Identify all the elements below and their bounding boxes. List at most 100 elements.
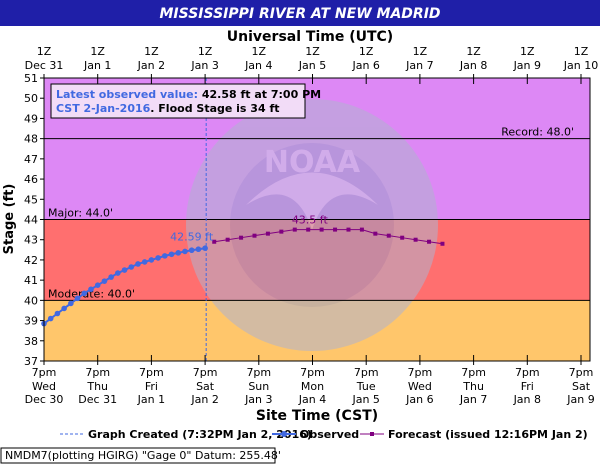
utc-tick-date: Jan 2 [137,59,165,72]
y-tick-label: 49 [24,112,38,125]
utc-tick-hour: 1Z [198,45,213,58]
y-tick-label: 45 [24,193,38,206]
y-tick-label: 38 [24,335,38,348]
utc-tick-hour: 1Z [252,45,267,58]
chart-title: MISSISSIPPI RIVER AT NEW MADRID [159,6,440,22]
info-box-frame [50,83,306,119]
observed-point [128,264,135,270]
forecast-point [373,231,378,236]
cst-tick-date: Jan 7 [459,393,487,406]
utc-tick-hour: 1Z [466,45,481,58]
title-bar [0,0,600,26]
cst-tick-date: Dec 31 [78,393,117,406]
utc-tick-hour: 1Z [90,45,105,58]
y-axis: 37 38 39 40 41 42 43 44 45 46 47 48 49 50 51 [24,72,44,368]
observed-point [162,253,168,259]
utc-tick-date: Jan 8 [459,59,487,72]
y-tick-label: 40 [24,294,38,307]
y-tick-label: 46 [24,173,38,186]
noaa-logo-watermark: NOAA [186,99,438,351]
legend-observed-marker [281,431,287,437]
y-tick-label: 44 [24,214,38,227]
legend-forecast-label: Forecast (issued 12:16PM Jan 2) [388,428,588,441]
cst-tick-date: Jan 8 [513,393,541,406]
cst-tick-weekday: Tue [356,380,376,393]
observed-point [101,278,108,284]
observed-point [88,286,94,293]
observed-point [121,267,128,273]
utc-tick-date: Jan 7 [405,59,433,72]
noaa-gull-shape [246,172,378,230]
utc-tick-hour: 1Z [359,45,374,58]
utc-tick-date: Jan 10 [563,59,598,72]
cst-tick-weekday: Wed [408,380,432,393]
info-box-line-2: CST 2-Jan-2016. Flood Stage is 34 ft [56,102,280,115]
observed-point [54,310,61,317]
threshold-label-0: Record: 48.0' [501,126,574,139]
value-annotation-1: 43.5 ft [292,214,329,227]
forecast-line [214,229,443,245]
forecast-series [212,227,445,246]
cst-tick-weekday: Fri [145,380,158,393]
y-tick-label: 39 [24,315,38,328]
y-tick-label: 43 [24,234,38,247]
y-tick-label: 37 [24,355,38,368]
cst-tick-weekday: Mon [301,380,324,393]
y-tick-label: 50 [24,92,38,105]
legend-forecast-marker [370,432,374,436]
forecast-point [413,237,418,242]
cst-tick-date: Jan 9 [566,393,594,406]
utc-tick-date: Jan 1 [83,59,111,72]
observed-point [202,245,208,252]
observed-point [108,274,114,280]
utc-tick-hour: 1Z [144,45,159,58]
utc-tick-hour: 1Z [574,45,589,58]
forecast-point [359,227,364,232]
info-box-line-1: Latest observed value: 42.58 ft at 7:00 … [56,88,321,101]
cst-tick-time: 7pm [139,366,164,379]
observed-point [195,246,202,253]
cst-tick-time: 7pm [569,366,594,379]
cst-tick-time: 7pm [461,366,486,379]
observed-point [74,295,81,302]
forecast-point [400,235,405,240]
utc-tick-hour: 1Z [305,45,320,58]
observed-point [94,282,101,288]
cst-tick-time: 7pm [85,366,110,379]
y-tick-label: 41 [24,274,38,287]
forecast-point [225,237,230,242]
cst-tick-date: Jan 3 [244,393,272,406]
y-tick-label: 42 [24,254,38,267]
legend-observed-label: Observed [300,428,359,441]
observed-point [68,300,74,307]
legend: Graph Created (7:32PM Jan 2, 2016) Obser… [60,428,588,441]
observed-point [115,270,121,276]
footer-datum-text: NMDM7(plotting HGIRG) "Gage 0" Datum: 25… [5,449,281,462]
utc-tick-date: Jan 5 [298,59,326,72]
latest-value-box: Latest observed value: 42.58 ft at 7:00 … [50,83,321,119]
cst-tick-date: Jan 6 [405,393,433,406]
cst-tick-date: Jan 2 [190,393,218,406]
forecast-point [212,239,217,244]
y-tick-label: 48 [24,133,38,146]
cst-tick-weekday: Sat [572,380,591,393]
observed-point [148,257,155,263]
value-annotation-0: 42.59 ft [170,231,214,244]
observed-point [135,261,141,267]
cst-tick-weekday: Thu [462,380,484,393]
observed-point [47,315,54,322]
observed-point [182,248,188,255]
cst-tick-weekday: Sun [248,380,269,393]
cst-tick-date: Dec 30 [25,393,64,406]
utc-tick-date: Dec 31 [25,59,64,72]
threshold-label-2: Moderate: 40.0' [48,287,135,300]
utc-tick-hour: 1Z [37,45,52,58]
forecast-point [265,231,270,236]
utc-tick-hour: 1Z [413,45,428,58]
forecast-point [292,227,297,232]
observed-point [141,259,148,265]
forecast-point [386,233,391,238]
cst-tick-time: 7pm [246,366,271,379]
forecast-point [440,241,445,246]
